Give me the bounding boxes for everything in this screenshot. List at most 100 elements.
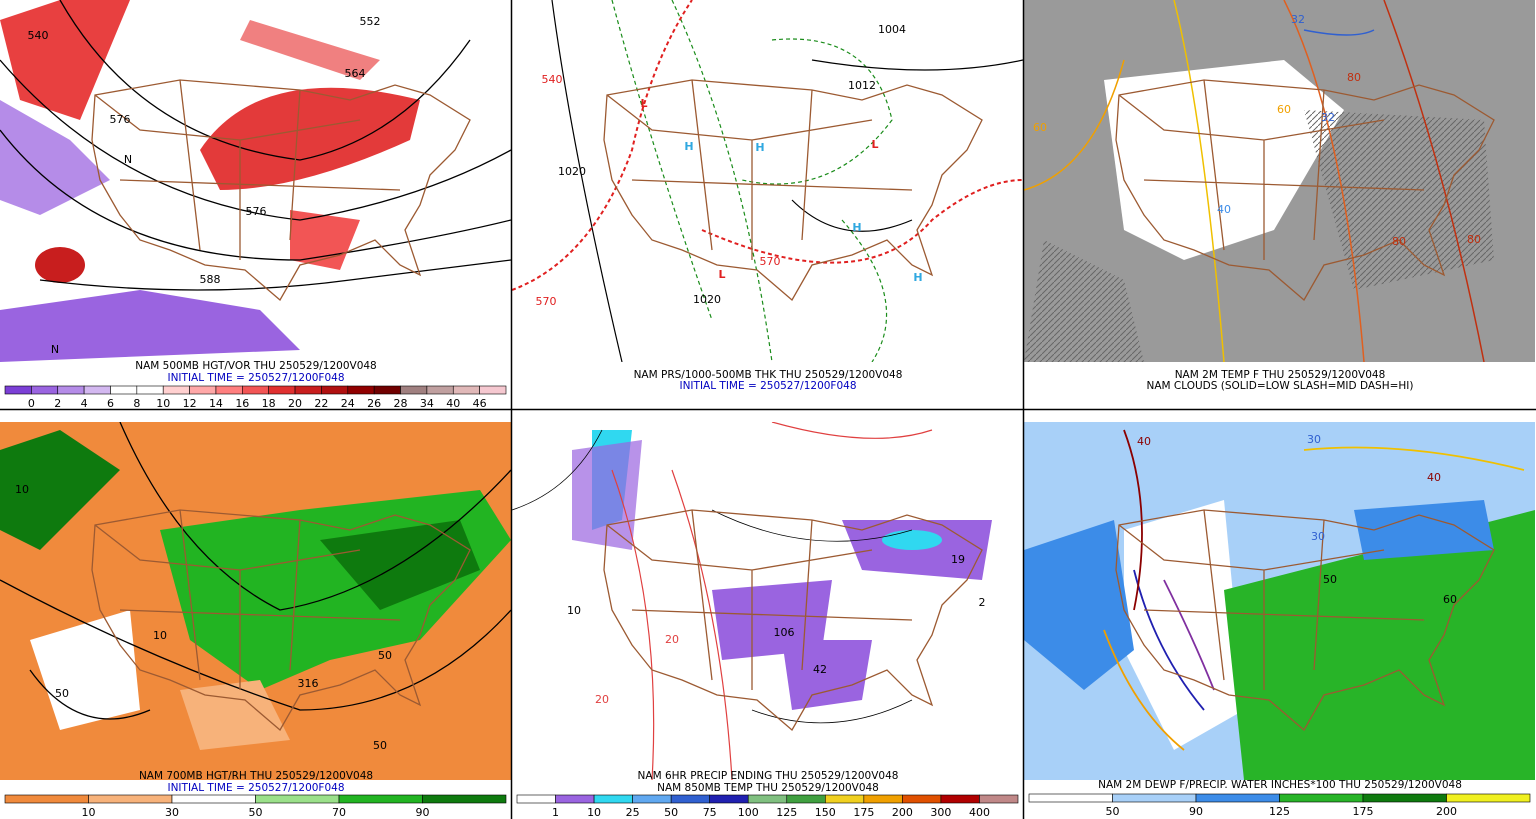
caption: NAM 6HR PRECIP ENDING THU 250529/1200V04…: [638, 770, 899, 782]
caption: NAM CLOUDS (SOLID=LOW SLASH=MID DASH=HI): [1146, 380, 1413, 392]
colorbar-swatch: [979, 794, 1019, 804]
colorbar-swatch: [162, 385, 190, 395]
colorbar-swatch: [242, 385, 269, 395]
colorbar-label: 50: [1106, 805, 1120, 818]
colorbar-swatch: [373, 385, 401, 395]
map-label: 80: [1392, 235, 1406, 248]
colorbar-swatch: [555, 794, 595, 804]
colorbar-swatch: [593, 794, 633, 804]
colorbar-label: 30: [165, 806, 179, 819]
map-label: 20: [665, 633, 679, 646]
map-label: 540: [28, 29, 49, 42]
colorbar-label: 28: [394, 397, 408, 410]
colorbar-swatch: [747, 794, 788, 804]
colorbar-label: 200: [892, 806, 913, 819]
colorbar-label: 6: [107, 397, 114, 410]
map-label: 80: [1467, 233, 1481, 246]
colorbar-label: 50: [249, 806, 263, 819]
colorbar-label: 24: [341, 397, 355, 410]
caption: NAM 500MB HGT/VOR THU 250529/1200V048: [135, 360, 376, 372]
colorbar-label: 34: [420, 397, 434, 410]
map-label: H: [755, 141, 764, 154]
colorbar-swatch: [1112, 793, 1197, 803]
map-label: 2: [979, 596, 986, 609]
colorbar-label: 16: [235, 397, 249, 410]
colorbar-swatch: [452, 385, 480, 395]
colorbar-swatch: [338, 794, 423, 804]
colorbar-swatch: [670, 794, 710, 804]
map-label: 1020: [558, 165, 586, 178]
colorbar-label: 18: [262, 397, 276, 410]
colorbar-swatch: [1362, 793, 1447, 803]
map-label: 19: [951, 553, 965, 566]
colorbar-label: 90: [1189, 805, 1203, 818]
map-label: L: [640, 97, 647, 110]
colorbar-label: 20: [288, 397, 302, 410]
colorbar-label: 125: [776, 806, 797, 819]
colorbar-swatch: [189, 385, 217, 395]
map-label: 60: [1443, 593, 1457, 606]
map-label: H: [684, 140, 693, 153]
caption: NAM PRS/1000-500MB THK THU 250529/1200V0…: [634, 369, 903, 381]
map-label: 10: [15, 483, 29, 496]
colorbar-label: 10: [156, 397, 170, 410]
colorbar-label: 25: [626, 806, 640, 819]
map-backgrounds: [0, 0, 1535, 781]
map-label: 30: [1307, 433, 1321, 446]
colorbar-label: 70: [332, 806, 346, 819]
map-label: 40: [1217, 203, 1231, 216]
colorbar-swatch: [255, 794, 340, 804]
colorbar-label: 14: [209, 397, 223, 410]
colorbar-swatch: [268, 385, 296, 395]
map-label: 32: [1321, 111, 1335, 124]
colorbar-label: 100: [738, 806, 759, 819]
map-label: 1012: [848, 79, 876, 92]
colorbar-swatch: [863, 794, 903, 804]
colorbar-swatch: [426, 385, 454, 395]
caption: NAM 2M TEMP F THU 250529/1200V048: [1175, 369, 1386, 381]
colorbar-label: 90: [416, 806, 430, 819]
panel: 40 40 30 30 50 60 NAM 2M DEWP F/PRECIP. WATER …: [1028, 433, 1531, 818]
colorbar-swatch: [88, 794, 173, 804]
map-label: 80: [1347, 71, 1361, 84]
colorbar-swatch: [83, 385, 111, 395]
map-label: 50: [373, 739, 387, 752]
colorbar-label: 400: [969, 806, 990, 819]
colorbar-label: 26: [367, 397, 381, 410]
colorbar-label: 10: [587, 806, 601, 819]
colorbar-swatch: [422, 794, 507, 804]
colorbar-label: 2: [54, 397, 61, 410]
colorbar-swatch: [940, 794, 980, 804]
colorbar-label: 1: [552, 806, 559, 819]
map-label: 316: [298, 677, 319, 690]
map-label: 564: [345, 67, 366, 80]
colorbar-swatch: [632, 794, 672, 804]
colorbar-label: 200: [1436, 805, 1457, 818]
colorbar-swatch: [294, 385, 322, 395]
map-label: L: [871, 138, 878, 151]
colorbar-label: 46: [473, 397, 487, 410]
colorbar-swatch: [902, 794, 942, 804]
map-label: 106: [774, 626, 795, 639]
colorbar-swatch: [1446, 793, 1531, 803]
colorbar-label: 10: [82, 806, 96, 819]
colorbar-swatch: [4, 794, 89, 804]
colorbar-label: 50: [664, 806, 678, 819]
map-label: 40: [1427, 471, 1441, 484]
map-label: 32: [1291, 13, 1305, 26]
colorbar-swatch: [1195, 793, 1280, 803]
map-label: 10: [153, 629, 167, 642]
colorbar-label: 0: [28, 397, 35, 410]
colorbar-label: 75: [703, 806, 717, 819]
colorbar-swatch: [516, 794, 556, 804]
caption: INITIAL TIME = 250527/1200F048: [167, 782, 344, 794]
colorbar-swatch: [400, 385, 428, 395]
map-label: 50: [378, 649, 392, 662]
colorbar-swatch: [57, 385, 85, 395]
caption: INITIAL TIME = 250527/1200F048: [679, 380, 856, 392]
colorbar-swatch: [1279, 793, 1364, 803]
colorbar-swatch: [786, 794, 826, 804]
caption: INITIAL TIME = 250527/1200F048: [167, 372, 344, 384]
colorbar-label: 12: [183, 397, 197, 410]
panel: 20 20 10 106 42 19 2 NAM 6HR PRECIP ENDING THU …: [516, 553, 1019, 819]
